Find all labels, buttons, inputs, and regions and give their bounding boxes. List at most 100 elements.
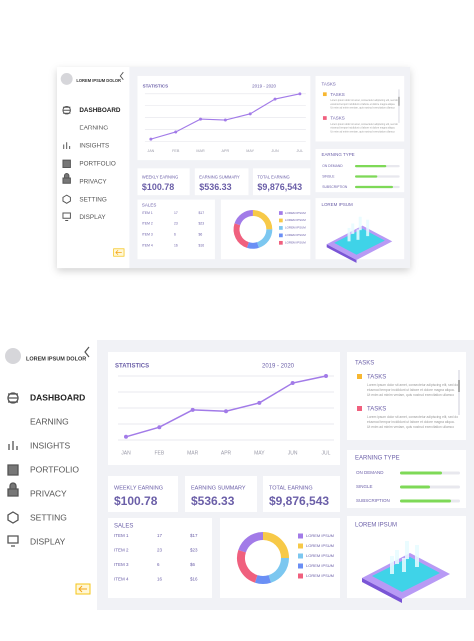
legend-label: LOREM IPSUM bbox=[306, 553, 334, 558]
donut-segment bbox=[237, 549, 258, 583]
sales-cell: ITEM 3 bbox=[142, 233, 153, 237]
sales-cell: $23 bbox=[190, 548, 198, 553]
legend-swatch bbox=[298, 553, 303, 559]
x-tick-label: FEB bbox=[172, 149, 180, 153]
dashboard: LOREM IPSUM DOLOR DASHBOARD EARNING INSIGHT… bbox=[0, 340, 474, 610]
x-tick-label: JAN bbox=[121, 450, 131, 456]
legend-swatch bbox=[279, 211, 283, 215]
legend-label: LOREM IPSUM bbox=[306, 533, 334, 538]
sales-cell: 6 bbox=[157, 562, 160, 567]
menu-icon bbox=[8, 441, 18, 450]
x-tick-label: FEB bbox=[154, 450, 164, 456]
sales-cell: ITEM 2 bbox=[114, 548, 129, 553]
kpi-label: EARNING SUMMARY bbox=[191, 485, 246, 491]
card-title: LOREM IPSUM bbox=[321, 202, 353, 207]
bar-tower bbox=[405, 541, 409, 559]
task-name: TASKS bbox=[330, 92, 344, 97]
donut-segment bbox=[238, 532, 264, 553]
sales-cell: $16 bbox=[199, 243, 205, 247]
x-tick-label: JUL bbox=[297, 149, 304, 153]
scrollbar bbox=[398, 89, 400, 123]
legend-swatch bbox=[298, 533, 303, 539]
point bbox=[223, 118, 227, 122]
card-title: TASKS bbox=[355, 361, 374, 367]
exit-arrow bbox=[115, 250, 122, 256]
card bbox=[185, 476, 257, 512]
x-tick-label: APR bbox=[222, 149, 230, 153]
point bbox=[324, 374, 328, 378]
sales-cell: ITEM 4 bbox=[142, 243, 153, 247]
menu-item: EARNING bbox=[30, 416, 69, 426]
scrollbar bbox=[458, 370, 460, 415]
card-title: TASKS bbox=[321, 81, 335, 86]
task-name: TASKS bbox=[367, 407, 386, 413]
menu-item: DISPLAY bbox=[79, 214, 106, 221]
sales-cell: 23 bbox=[157, 548, 163, 553]
sales-cell: ITEM 2 bbox=[142, 222, 153, 226]
menu-item: PORTFOLIO bbox=[79, 161, 116, 168]
card bbox=[194, 168, 249, 196]
menu-item: SETTING bbox=[79, 196, 107, 203]
bar bbox=[355, 175, 378, 178]
bar-tower bbox=[351, 223, 355, 234]
scroll-thumb bbox=[458, 380, 460, 392]
donut-segment bbox=[233, 223, 250, 248]
menu-item: DASHBOARD bbox=[79, 107, 121, 114]
point bbox=[224, 409, 228, 414]
menu-item: SETTING bbox=[30, 512, 67, 522]
card bbox=[347, 450, 466, 508]
sales-cell: 23 bbox=[174, 222, 178, 226]
point bbox=[190, 407, 195, 412]
menu-item: DISPLAY bbox=[30, 536, 66, 546]
task-name: TASKS bbox=[367, 375, 386, 381]
kpi-label: TOTAL EARNING bbox=[257, 174, 289, 179]
legend-swatch bbox=[298, 563, 303, 569]
task-marker bbox=[357, 374, 362, 379]
card bbox=[137, 199, 215, 260]
kpi-value: $536.33 bbox=[191, 494, 235, 508]
legend-label: LOREM IPSUM bbox=[306, 573, 334, 578]
task-text: Lorem ipsum dolor sit amet, consectetur … bbox=[330, 99, 398, 102]
task-text: Lorem ipsum dolor sit amet, consectetur … bbox=[367, 415, 458, 419]
sidebar-title: LOREM IPSUM DOLOR bbox=[76, 78, 121, 83]
period: 2019 - 2020 bbox=[262, 364, 295, 370]
legend-swatch bbox=[279, 226, 283, 230]
collapse-icon bbox=[119, 71, 124, 80]
bar-tower bbox=[366, 219, 370, 237]
menu-item: EARNING bbox=[79, 125, 108, 132]
legend-label: LOREM IPSUM bbox=[285, 233, 306, 237]
card bbox=[315, 75, 405, 142]
kpi-label: EARNING SUMMARY bbox=[199, 174, 240, 179]
menu-icon bbox=[7, 464, 19, 476]
menu-item: DASHBOARD bbox=[30, 392, 85, 402]
menu-icon bbox=[62, 173, 71, 184]
donut-segment bbox=[254, 575, 272, 584]
card bbox=[108, 518, 212, 598]
menu-item: PRIVACY bbox=[79, 178, 107, 185]
card bbox=[108, 476, 178, 512]
kpi-label: WEEKLY EARNING bbox=[114, 485, 163, 491]
x-tick-label: JUN bbox=[271, 149, 279, 153]
bar bbox=[400, 499, 451, 503]
point bbox=[199, 117, 203, 121]
card-title: STATISTICS bbox=[143, 84, 168, 89]
sales-cell: 17 bbox=[174, 211, 178, 215]
card bbox=[263, 476, 340, 512]
donut-segment bbox=[246, 242, 259, 249]
task-text: Ut enim ad minim veniam, quis nostrud ex… bbox=[330, 107, 395, 110]
menu-item: PRIVACY bbox=[30, 488, 67, 498]
task-text: eiusmod tempor incididunt ut labore et d… bbox=[330, 127, 395, 130]
sales-cell: $23 bbox=[199, 222, 205, 226]
sales-cell: ITEM 3 bbox=[114, 562, 129, 567]
x-tick-label: MAR bbox=[196, 149, 205, 153]
card-title: STATISTICS bbox=[115, 364, 149, 370]
kpi-value: $100.78 bbox=[114, 494, 158, 508]
point bbox=[149, 137, 153, 141]
card-title: LOREM IPSUM bbox=[355, 523, 397, 529]
bar-tower bbox=[347, 227, 351, 242]
kpi-value: $9,876,543 bbox=[257, 182, 302, 192]
bar-tower bbox=[390, 556, 394, 574]
donut-segment bbox=[268, 557, 289, 583]
card bbox=[315, 148, 405, 193]
